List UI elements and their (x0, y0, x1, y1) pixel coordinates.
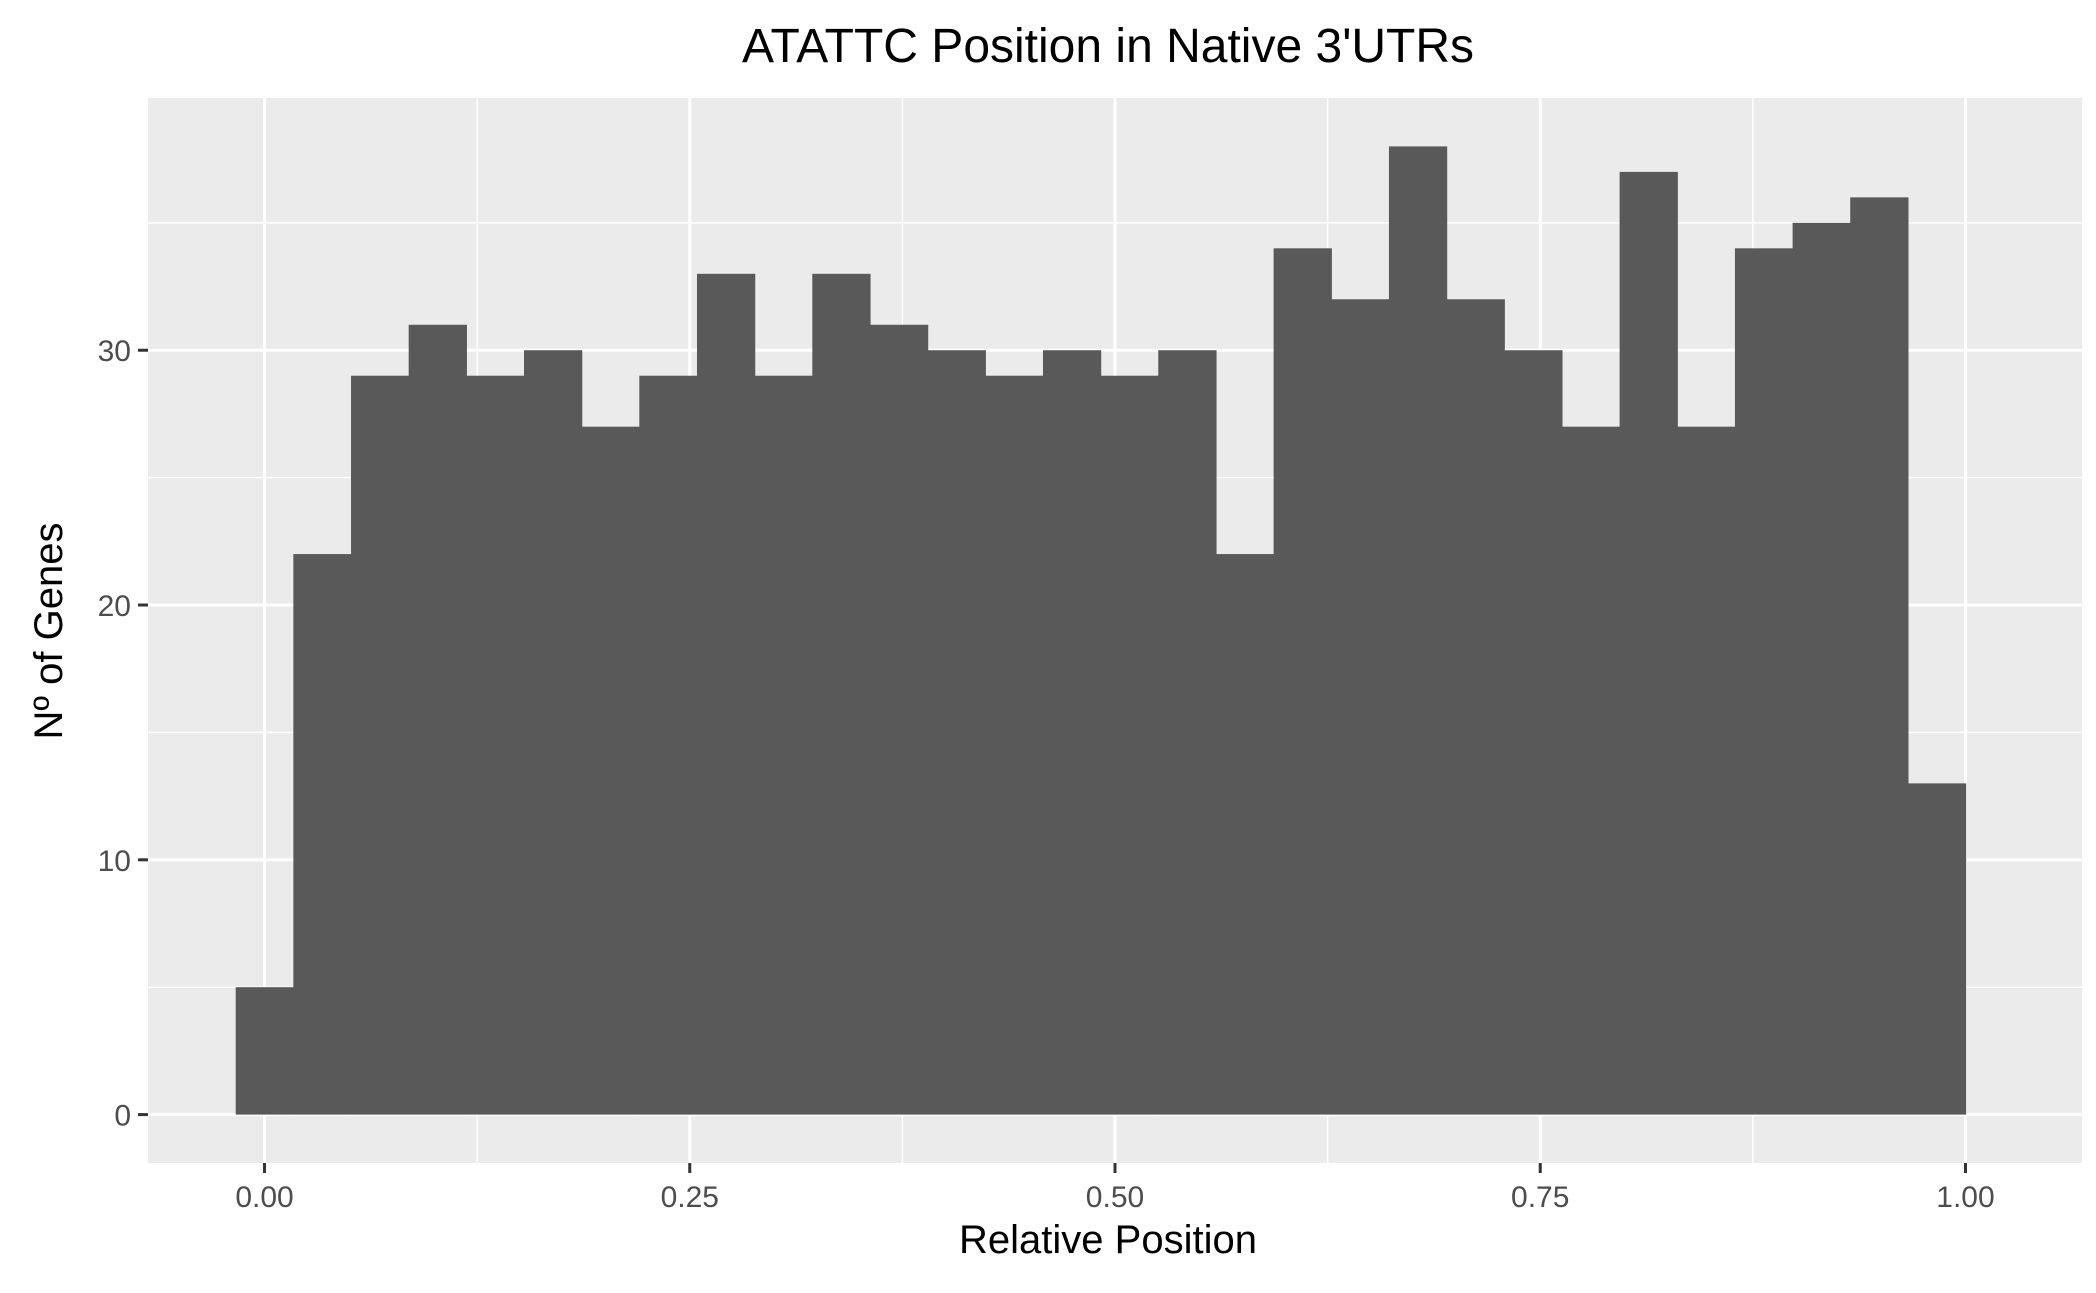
chart-title: ATATTC Position in Native 3'UTRs (742, 20, 1474, 73)
histogram-bar (1388, 146, 1448, 1115)
histogram-bar (1734, 248, 1794, 1115)
y-tick-label: 0 (114, 1100, 131, 1133)
histogram-bars (235, 146, 1967, 1115)
histogram-bar (1158, 350, 1217, 1115)
histogram-bar (812, 273, 871, 1115)
histogram-bar (1446, 299, 1505, 1115)
y-tick-label: 10 (98, 845, 131, 878)
histogram-bar (1561, 426, 1621, 1115)
y-axis: 0 10 20 30 (98, 335, 148, 1133)
y-axis-title: Nº of Genes (27, 523, 71, 740)
x-tick-label: 0.25 (661, 1181, 719, 1214)
x-axis: 0.00 0.25 0.50 0.75 1.00 (235, 1163, 1995, 1214)
histogram-bar (1907, 783, 1967, 1115)
histogram-bar (293, 554, 352, 1115)
histogram-bar (927, 350, 986, 1115)
histogram-bar (869, 324, 929, 1115)
histogram-bar (1850, 197, 1909, 1115)
histogram-bar (581, 426, 640, 1115)
histogram-bar (466, 375, 525, 1115)
histogram-bar (408, 324, 467, 1115)
histogram-bar (1504, 350, 1563, 1115)
histogram-bar (235, 987, 294, 1115)
histogram-bar (754, 375, 813, 1115)
histogram-bar (1792, 222, 1851, 1115)
histogram-bar (1677, 426, 1736, 1115)
x-axis-title: Relative Position (959, 1218, 1257, 1262)
histogram-bar (1331, 299, 1390, 1115)
x-tick-label: 0.50 (1086, 1181, 1144, 1214)
histogram-bar (1042, 350, 1102, 1115)
y-tick-label: 30 (98, 335, 131, 368)
histogram-bar (1100, 375, 1159, 1115)
histogram-bar (1215, 554, 1275, 1115)
x-tick-label: 0.75 (1511, 1181, 1569, 1214)
histogram-bar (639, 375, 698, 1115)
histogram-bar (351, 375, 410, 1115)
histogram-bar (696, 273, 756, 1115)
histogram-bar (523, 350, 583, 1115)
y-tick-label: 20 (98, 590, 131, 623)
x-tick-label: 1.00 (1936, 1181, 1994, 1214)
histogram-bar (1619, 171, 1678, 1115)
histogram-bar (985, 375, 1044, 1115)
histogram-bar (1273, 248, 1332, 1115)
x-tick-label: 0.00 (235, 1181, 293, 1214)
